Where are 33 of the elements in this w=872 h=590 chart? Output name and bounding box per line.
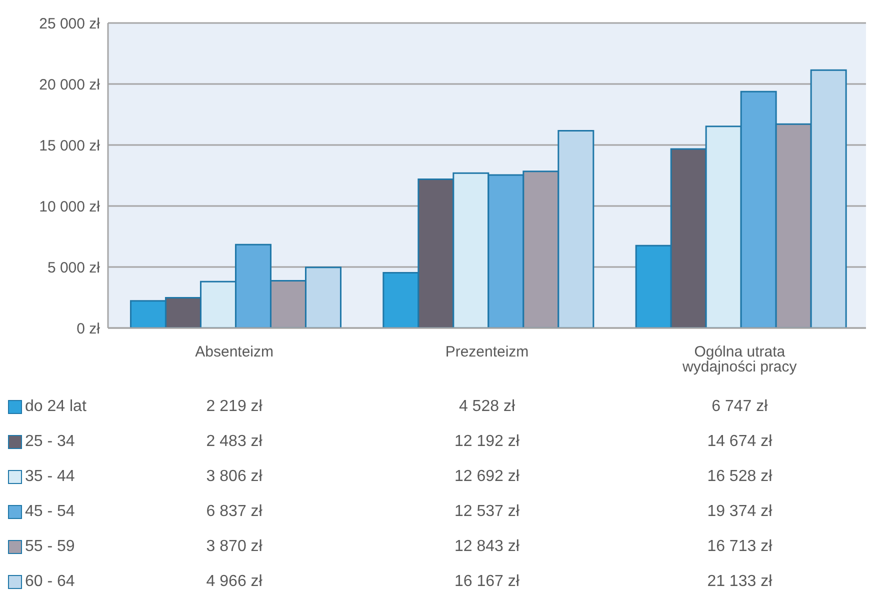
data-label: 6 837 zł — [205, 503, 264, 521]
x-tick-label: Prezenteizm — [445, 344, 529, 361]
data-label: 2 483 zł — [205, 433, 264, 451]
data-label: 16 167 zł — [454, 573, 520, 590]
data-label: 3 870 zł — [205, 538, 264, 556]
data-label: 19 374 zł — [706, 503, 774, 521]
x-tick-label: Absenteizm — [195, 344, 274, 361]
y-tick-label: 5 000 zł — [47, 259, 101, 276]
legend-label: 45 - 54 — [25, 503, 75, 521]
data-label: 3 806 zł — [205, 468, 264, 486]
data-label: 16 713 zł — [706, 538, 774, 556]
data-label: 12 537 zł — [454, 503, 520, 521]
y-tick-label: 15 000 zł — [39, 137, 101, 154]
data-label: 4 528 zł — [458, 398, 516, 416]
data-label: 12 692 zł — [454, 468, 520, 486]
data-label: 2 219 zł — [205, 398, 264, 416]
x-tick-label: Ogólna utrata wydajności pracy — [682, 344, 798, 376]
y-tick-label: 20 000 zł — [39, 76, 101, 94]
legend-label: 55 - 59 — [25, 538, 75, 556]
y-tick-label: 0 zł — [76, 320, 101, 338]
legend-label: do 24 lat — [25, 398, 86, 416]
y-tick-label: 10 000 zł — [39, 198, 101, 216]
data-label: 16 528 zł — [706, 468, 774, 486]
data-label: 21 133 zł — [706, 573, 774, 590]
legend-label: 35 - 44 — [25, 468, 75, 486]
data-label: 4 966 zł — [205, 573, 264, 590]
legend-label: 60 - 64 — [25, 573, 75, 590]
data-label: 12 843 zł — [454, 538, 520, 556]
legend-label: 25 - 34 — [25, 433, 75, 451]
y-tick-label: 25 000 zł — [39, 15, 101, 32]
data-label: 12 192 zł — [454, 433, 520, 451]
data-label: 14 674 zł — [706, 433, 774, 451]
data-label: 6 747 zł — [710, 398, 769, 416]
